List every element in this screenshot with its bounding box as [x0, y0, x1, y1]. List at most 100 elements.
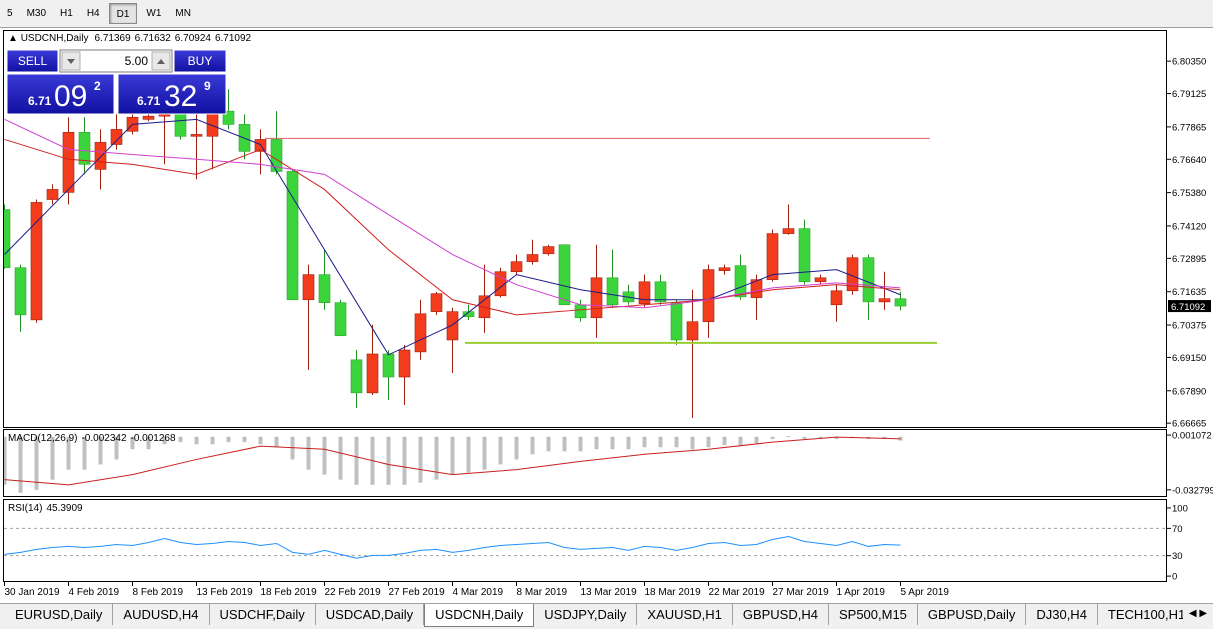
chart-tab[interactable]: XAUUSD,H1	[637, 604, 733, 625]
macd-bar	[66, 436, 71, 470]
chart-tab[interactable]: GBPUSD,Daily	[918, 604, 1027, 625]
macd-bar	[242, 436, 247, 443]
chart-tabs: EURUSD,Daily AUDUSD,H4 USDCHF,Daily USDCAD,…	[0, 603, 1213, 629]
chart-tab[interactable]: TECH100,H1	[1098, 604, 1197, 625]
sell-label[interactable]: SELL	[18, 54, 48, 68]
candle-body	[14, 267, 27, 316]
x-tick-label: 4 Mar 2019	[453, 587, 504, 598]
macd-bar	[306, 436, 311, 470]
x-tick-label: 5 Apr 2019	[901, 587, 950, 598]
macd-bar	[802, 436, 807, 440]
candle-body	[590, 277, 603, 319]
macd-bar	[482, 436, 487, 470]
main-plot	[4, 89, 937, 419]
candle-body	[670, 302, 683, 341]
chart-tab[interactable]: USDCHF,Daily	[210, 604, 316, 625]
candle-body	[46, 189, 59, 200]
x-tick-label: 18 Feb 2019	[261, 587, 318, 598]
candle-body	[750, 279, 763, 298]
rsi-panel	[3, 499, 1167, 582]
candle-body	[478, 295, 491, 319]
macd-bar	[114, 436, 119, 460]
sell-button[interactable]	[6, 49, 59, 73]
y-tick-label: 6.75380	[1172, 188, 1206, 199]
candle-body	[814, 277, 827, 283]
y-tick-label: 6.79125	[1172, 89, 1206, 100]
macd-bar	[642, 436, 647, 448]
sell-price-box[interactable]	[6, 73, 115, 115]
chart-tab[interactable]: EURUSD,Daily	[5, 604, 114, 625]
buy-button[interactable]	[173, 49, 227, 73]
chart-header: ▲ USDCNH,Daily 6.71369 6.71632 6.70924 6.710…	[8, 33, 252, 44]
collapse-arrow[interactable]: ▲	[8, 33, 21, 44]
rsi-title: RSI(14)	[8, 503, 42, 514]
high-value: 6.71632	[135, 33, 172, 44]
rsi-header: RSI(14) 45.3909	[8, 503, 83, 514]
x-tick-label: 13 Feb 2019	[197, 587, 254, 598]
candle-body	[734, 265, 747, 298]
macd-bar	[34, 436, 39, 490]
macd-bar	[418, 436, 423, 483]
buy-price-pips: 32	[164, 80, 197, 113]
lots-value[interactable]: 5.00	[125, 54, 149, 68]
timeframe-button[interactable]: M30	[26, 8, 47, 19]
tab-scroll[interactable]: ◀ ▶	[1183, 604, 1213, 628]
macd-bar	[690, 436, 695, 450]
chart-tab[interactable]: SP500,M15	[829, 604, 918, 625]
candle-body	[638, 281, 651, 305]
candle-body	[782, 228, 795, 234]
macd-panel	[3, 429, 1167, 497]
candle-body	[894, 298, 907, 307]
candle-body	[510, 261, 523, 273]
candle-body	[286, 171, 299, 301]
macd-title: MACD(12,26,9)	[8, 433, 77, 444]
lots-input[interactable]	[59, 49, 173, 73]
candle-body	[718, 267, 731, 271]
macd-bar	[402, 436, 407, 485]
open-value: 6.71369	[94, 33, 131, 44]
y-tick-label: 0.001072	[1172, 431, 1212, 442]
timeframe-button[interactable]: H4	[86, 8, 100, 19]
x-tick-label: 27 Mar 2019	[773, 587, 830, 598]
macd-bar	[562, 436, 567, 452]
y-tick-label: 6.67890	[1172, 386, 1206, 397]
chart-tab[interactable]: DJ30,H4	[1026, 604, 1098, 625]
buy-label[interactable]: BUY	[188, 54, 213, 68]
rsi-value: 45.3909	[46, 503, 83, 514]
macd-bar	[626, 436, 631, 450]
macd-bar	[610, 436, 615, 450]
y-tick-label: 6.69150	[1172, 353, 1206, 364]
x-tick-label: 30 Jan 2019	[5, 587, 60, 598]
chart-tab[interactable]: USDCAD,Daily	[316, 604, 425, 625]
chart-tab[interactable]: USDCNH,Daily	[424, 604, 535, 627]
macd-bar	[338, 436, 343, 480]
x-tick-label: 8 Mar 2019	[517, 587, 568, 598]
timeframe-button[interactable]: H1	[60, 8, 73, 19]
chart-tab[interactable]: AUDUSD,H4	[113, 604, 210, 625]
macd-bar	[450, 436, 455, 475]
candle-body	[878, 298, 891, 303]
y-tick-label: 6.76640	[1172, 155, 1206, 166]
candle-body	[526, 254, 539, 262]
y-tick-label: -0.032799	[1172, 485, 1213, 496]
y-tick-label: 100	[1172, 503, 1188, 514]
candle-body	[654, 281, 667, 303]
y-tick-label: 30	[1172, 551, 1183, 562]
buy-price-box[interactable]	[117, 73, 227, 115]
candle-body	[830, 290, 843, 306]
y-tick-label: 6.72895	[1172, 254, 1206, 265]
chart-window: 6.80350 6.79125 6.77865 6.76640 6.75380 6.741…	[3, 30, 1213, 598]
macd-bar	[738, 436, 743, 446]
candle-body	[350, 359, 363, 394]
timeframe-button[interactable]: D1	[108, 3, 138, 24]
timeframe-button[interactable]: 5	[7, 8, 13, 19]
timeframe-button[interactable]: MN	[175, 8, 191, 19]
y-tick-label: 6.77865	[1172, 122, 1206, 133]
timeframe-button[interactable]: W1	[146, 8, 162, 19]
macd-bar	[770, 436, 775, 440]
lots-down-arrow	[67, 59, 75, 64]
chart-tab[interactable]: GBPUSD,H4	[733, 604, 829, 625]
chart-tab[interactable]: USDJPY,Daily	[534, 604, 638, 625]
macd-bar	[706, 436, 711, 448]
macd-bar	[658, 436, 663, 448]
